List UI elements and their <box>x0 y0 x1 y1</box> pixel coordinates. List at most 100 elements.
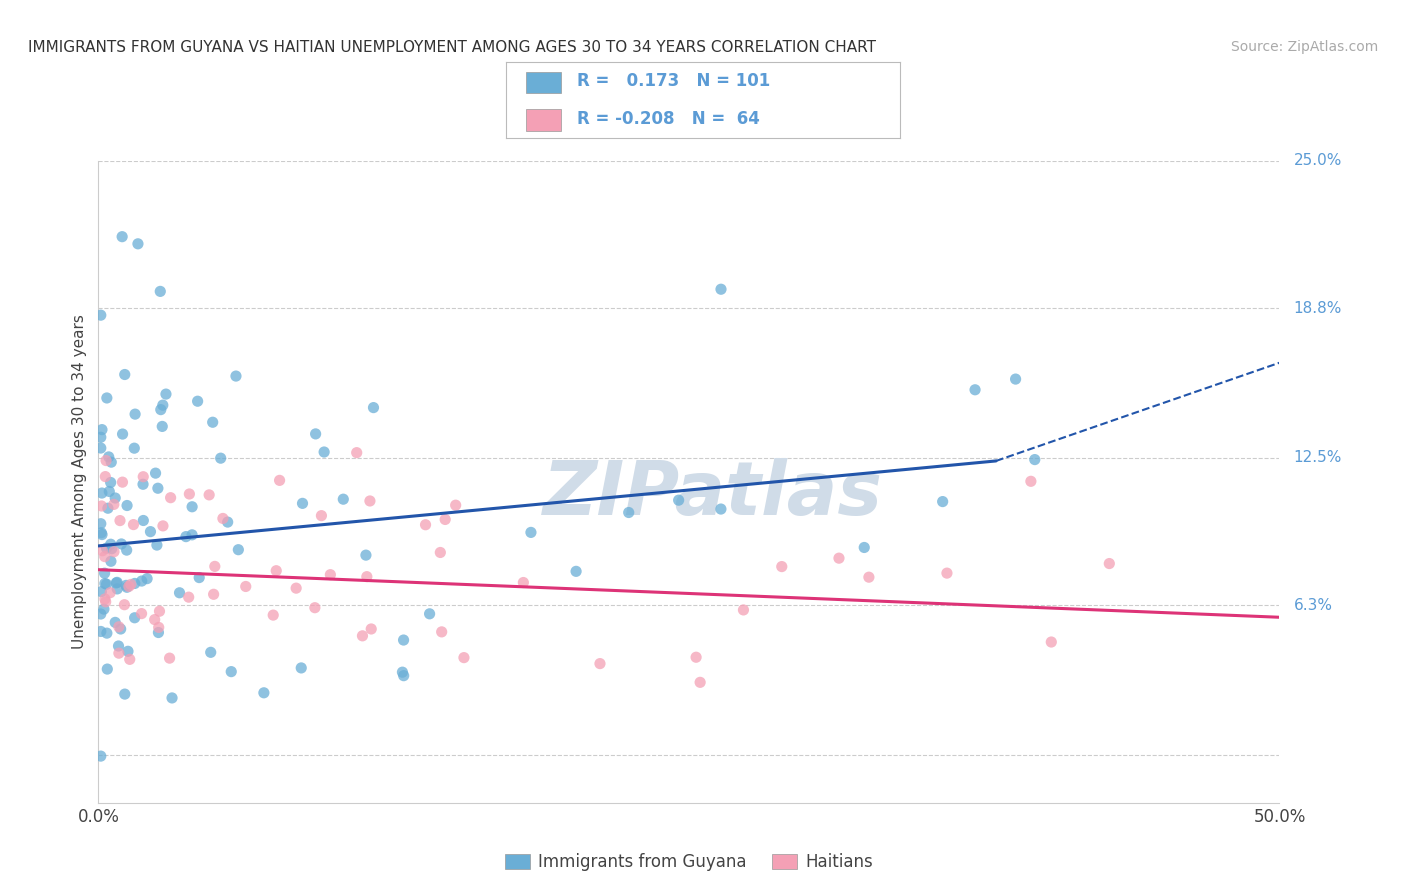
Text: IMMIGRANTS FROM GUYANA VS HAITIAN UNEMPLOYMENT AMONG AGES 30 TO 34 YEARS CORRELA: IMMIGRANTS FROM GUYANA VS HAITIAN UNEMPL… <box>28 40 876 55</box>
Point <box>110 622 132 636</box>
Point <box>200 645 222 659</box>
Point <box>100 554 122 568</box>
Text: R = -0.208   N =  64: R = -0.208 N = 64 <box>576 110 759 128</box>
Point <box>290 661 312 675</box>
Point <box>363 401 385 415</box>
Point <box>143 613 166 627</box>
Point <box>217 515 239 529</box>
Point <box>96 626 118 640</box>
Point <box>90 584 112 599</box>
Point <box>124 441 146 455</box>
Point <box>352 629 374 643</box>
Point <box>93 549 115 564</box>
Point <box>269 474 291 488</box>
Point <box>90 607 112 621</box>
Point <box>931 494 953 508</box>
Point <box>98 585 121 599</box>
Point <box>392 668 415 682</box>
Point <box>155 387 177 401</box>
Point <box>770 559 793 574</box>
Point <box>181 528 204 542</box>
Point <box>118 652 141 666</box>
Point <box>228 542 250 557</box>
Point <box>115 578 138 592</box>
Point <box>90 430 112 444</box>
Point <box>114 687 136 701</box>
Point <box>105 582 128 596</box>
Point <box>262 608 284 623</box>
Point <box>90 308 112 322</box>
Point <box>96 391 118 405</box>
Point <box>1040 635 1063 649</box>
Bar <box>526 71 561 93</box>
Point <box>520 525 543 540</box>
Point <box>100 541 122 556</box>
Point <box>115 499 138 513</box>
Point <box>90 486 112 500</box>
Point <box>132 469 155 483</box>
Point <box>1098 557 1121 571</box>
Point <box>122 517 145 532</box>
Point <box>304 426 326 441</box>
Point <box>710 282 733 296</box>
Point <box>415 517 437 532</box>
Point <box>1024 452 1046 467</box>
Point <box>104 491 127 505</box>
Point <box>204 559 226 574</box>
Text: 6.3%: 6.3% <box>1294 598 1333 613</box>
Point <box>111 229 134 244</box>
Point <box>733 603 755 617</box>
Point <box>152 519 174 533</box>
Point <box>314 445 336 459</box>
Point <box>94 576 117 591</box>
Point <box>225 369 247 384</box>
Point <box>828 551 851 566</box>
Point <box>201 415 224 429</box>
Point <box>710 502 733 516</box>
Point <box>97 501 120 516</box>
Point <box>963 383 986 397</box>
Point <box>160 690 183 705</box>
Point <box>108 646 131 660</box>
Point <box>589 657 612 671</box>
Point <box>319 567 342 582</box>
Point <box>264 564 287 578</box>
Point <box>356 569 378 583</box>
Point <box>354 548 377 562</box>
Point <box>93 602 115 616</box>
Point <box>188 571 211 585</box>
Point <box>219 665 242 679</box>
Point <box>202 587 225 601</box>
Point <box>103 497 125 511</box>
Point <box>304 600 326 615</box>
Point <box>94 591 117 606</box>
Point <box>90 516 112 531</box>
Point <box>668 493 690 508</box>
Point <box>853 541 876 555</box>
Point <box>360 622 382 636</box>
Point <box>124 407 146 421</box>
Point <box>96 577 118 591</box>
Point <box>93 566 115 581</box>
Point <box>108 620 131 634</box>
Point <box>90 525 112 540</box>
Point <box>430 624 453 639</box>
Point <box>132 477 155 491</box>
Text: 18.8%: 18.8% <box>1294 301 1341 316</box>
Point <box>198 488 221 502</box>
Point <box>1019 475 1042 489</box>
Point <box>90 441 112 455</box>
Point <box>935 566 957 581</box>
Point <box>108 514 131 528</box>
Point <box>111 427 134 442</box>
Point <box>90 624 112 639</box>
Point <box>253 686 276 700</box>
Point <box>149 402 172 417</box>
Point <box>124 611 146 625</box>
Point <box>136 572 159 586</box>
Point <box>131 574 153 588</box>
Point <box>139 524 162 539</box>
Point <box>97 450 120 464</box>
Point <box>174 530 197 544</box>
Point <box>187 394 209 409</box>
